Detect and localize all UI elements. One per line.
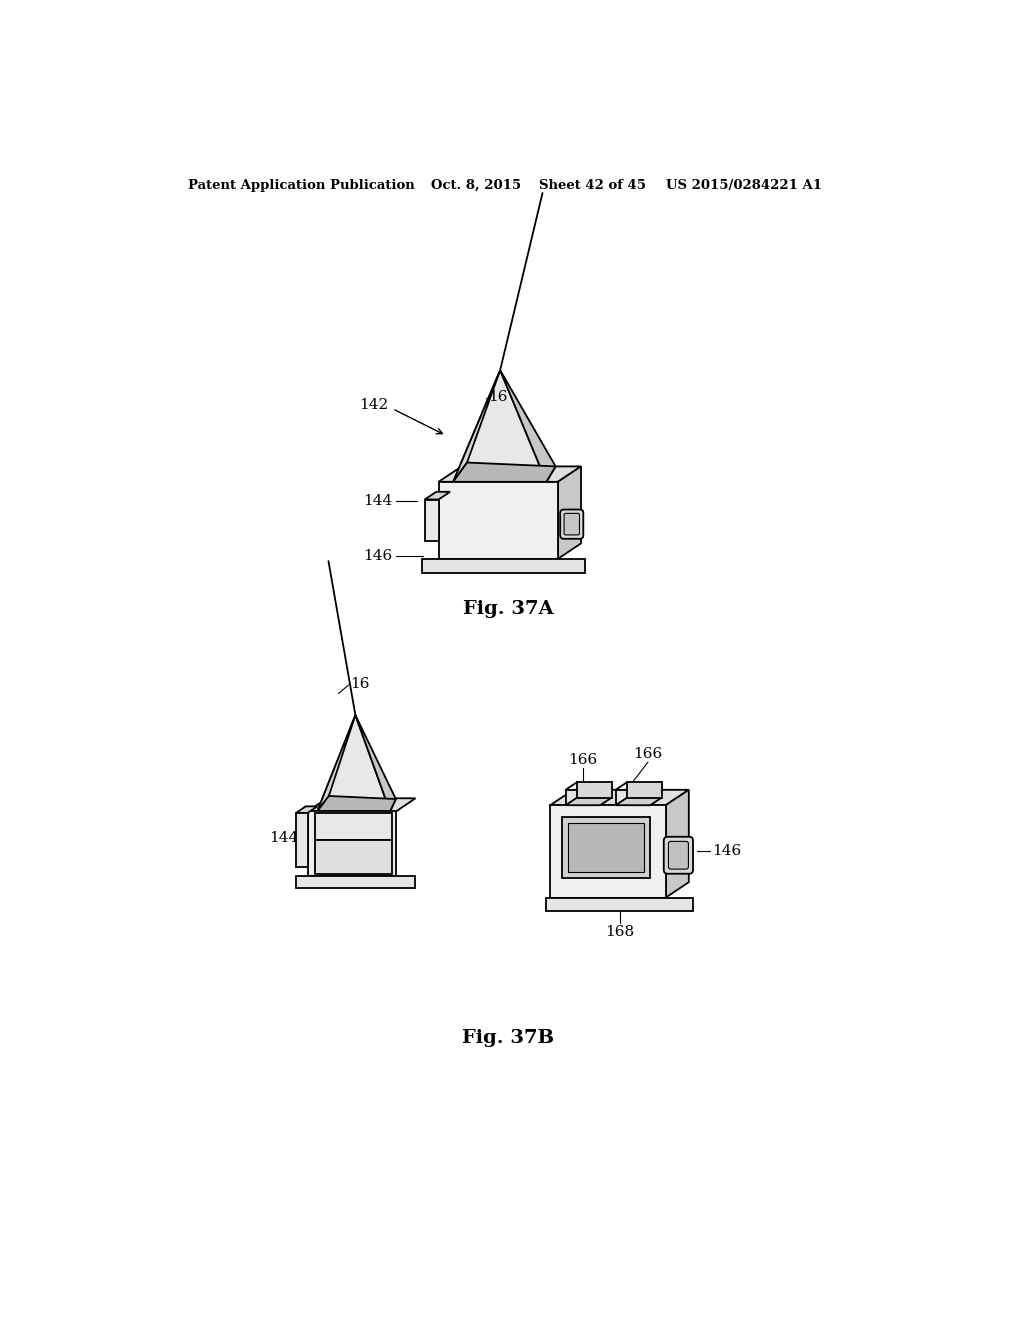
Polygon shape: [565, 797, 611, 805]
Text: 16: 16: [350, 677, 370, 690]
Polygon shape: [317, 715, 390, 812]
Polygon shape: [425, 499, 438, 541]
Polygon shape: [355, 715, 396, 812]
Polygon shape: [562, 817, 650, 878]
Polygon shape: [317, 715, 355, 812]
Polygon shape: [438, 482, 558, 558]
Polygon shape: [422, 558, 585, 573]
Polygon shape: [315, 840, 392, 874]
Polygon shape: [438, 466, 581, 482]
FancyBboxPatch shape: [560, 510, 584, 539]
Polygon shape: [307, 812, 396, 876]
Polygon shape: [296, 876, 416, 888]
Polygon shape: [454, 370, 547, 482]
Polygon shape: [425, 492, 451, 499]
Polygon shape: [500, 370, 556, 482]
Polygon shape: [578, 781, 611, 797]
Text: Oct. 8, 2015: Oct. 8, 2015: [431, 178, 521, 191]
Polygon shape: [454, 370, 500, 482]
FancyBboxPatch shape: [564, 513, 580, 535]
Polygon shape: [296, 807, 317, 813]
Text: 146: 146: [364, 549, 392, 564]
Text: US 2015/0284221 A1: US 2015/0284221 A1: [666, 178, 821, 191]
Polygon shape: [568, 822, 644, 873]
Polygon shape: [565, 789, 600, 805]
Polygon shape: [454, 462, 556, 482]
Polygon shape: [666, 789, 689, 898]
Text: 162: 162: [342, 849, 366, 862]
Text: 166: 166: [634, 747, 663, 760]
Text: 142: 142: [359, 397, 388, 412]
Polygon shape: [296, 813, 307, 867]
Text: Fig. 37B: Fig. 37B: [462, 1028, 554, 1047]
Polygon shape: [547, 898, 692, 911]
Text: 146: 146: [712, 845, 741, 858]
Polygon shape: [315, 813, 392, 840]
Polygon shape: [550, 805, 666, 898]
Polygon shape: [558, 466, 581, 558]
Text: 144: 144: [269, 830, 298, 845]
Polygon shape: [615, 789, 650, 805]
FancyBboxPatch shape: [664, 837, 693, 874]
Polygon shape: [317, 796, 396, 812]
Polygon shape: [307, 799, 416, 812]
Polygon shape: [615, 797, 662, 805]
Polygon shape: [628, 781, 662, 797]
Text: Sheet 42 of 45: Sheet 42 of 45: [539, 178, 646, 191]
Polygon shape: [550, 789, 689, 805]
Text: Patent Application Publication: Patent Application Publication: [188, 178, 415, 191]
Text: 166: 166: [568, 752, 597, 767]
Text: 144: 144: [364, 494, 392, 508]
Text: 164: 164: [342, 820, 366, 832]
Text: 168: 168: [605, 925, 634, 940]
FancyBboxPatch shape: [669, 841, 688, 869]
Text: Fig. 37A: Fig. 37A: [463, 599, 553, 618]
Text: 16: 16: [488, 391, 508, 404]
